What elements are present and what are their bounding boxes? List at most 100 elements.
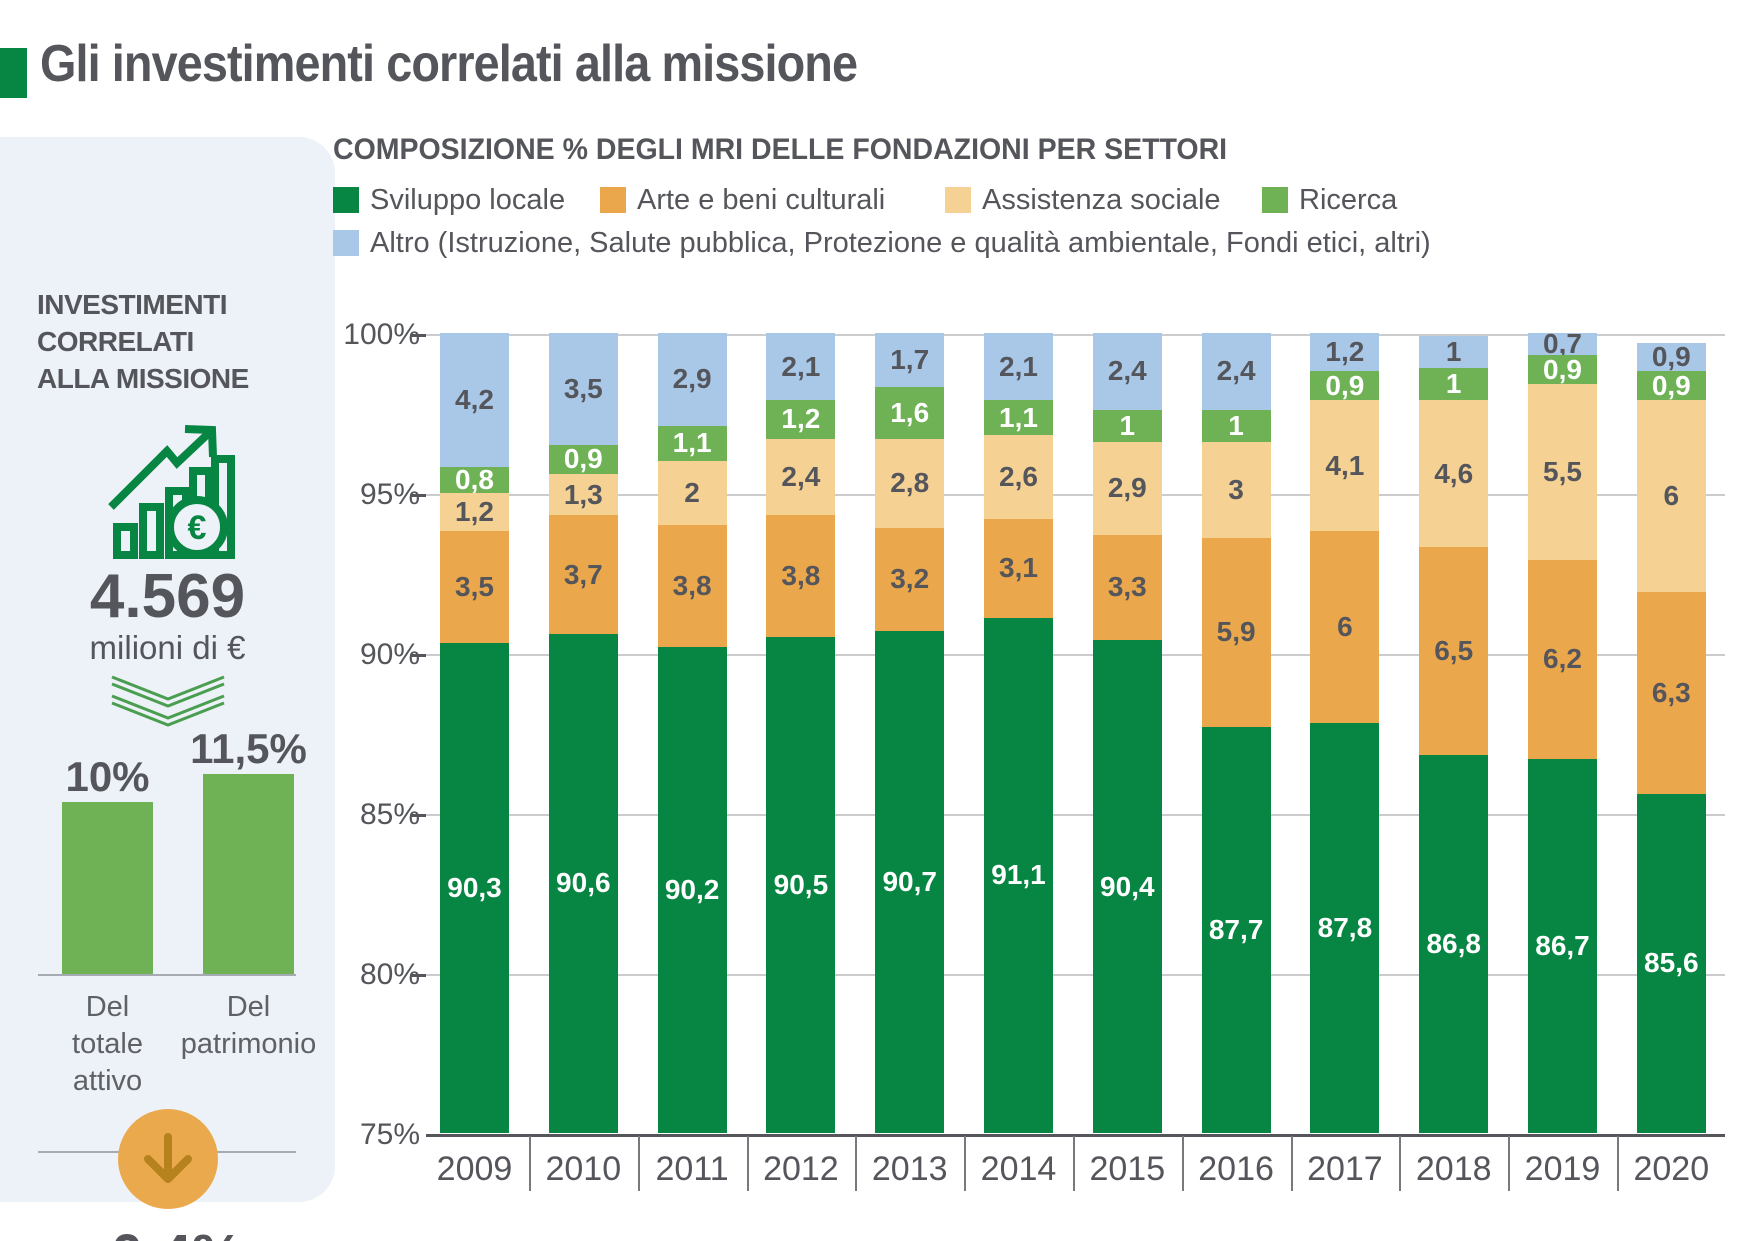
bar-segment-2017-Assistenza sociale: 4,1 <box>1310 400 1380 532</box>
x-axis-separator <box>1616 1136 1619 1191</box>
bar-segment-2015-Altro (Istruzione, Salute pubblica, Protezione e qualità ambientale, Fondi etici, altri): 2,4 <box>1092 333 1162 410</box>
legend-item-altro: Altro (Istruzione, Salute pubblica, Prot… <box>333 227 1431 259</box>
bar-segment-2013-Assistenza sociale: 2,8 <box>875 438 945 529</box>
x-axis-label-2019: 2019 <box>1524 1150 1601 1188</box>
bar-segment-value: 87,7 <box>1208 913 1264 945</box>
legend-item-ricerca: Ricerca <box>1262 184 1397 216</box>
arrow-down-icon <box>144 1133 192 1183</box>
bar-segment-value: 6,2 <box>1543 643 1582 675</box>
mini-bar-value-patrimonio: 11,5% <box>190 725 307 772</box>
bar-segment-value: 1,2 <box>455 496 494 528</box>
page-title: Gli investimenti correlati alla missione <box>40 35 858 93</box>
bar-segment-value: 3,2 <box>890 563 930 595</box>
x-axis-label-2011: 2011 <box>655 1150 729 1188</box>
bar-segment-2020-Assistenza sociale: 6 <box>1636 400 1706 593</box>
bar-segment-2018-Assistenza sociale: 4,6 <box>1419 400 1489 548</box>
y-tick-80 <box>412 974 426 977</box>
bar-segment-2014-Assistenza sociale: 2,6 <box>984 435 1053 519</box>
bar-segment-value: 3,8 <box>781 560 821 592</box>
sidebar-heading-line: CORRELATI <box>37 325 194 357</box>
bar-segment-2016-Arte e beni culturali: 5,9 <box>1201 537 1271 727</box>
delta-value: -0,4% <box>0 1222 335 1241</box>
y-tick-100 <box>412 334 426 337</box>
x-axis-label-2013: 2013 <box>871 1150 948 1188</box>
bar-segment-value: 90,4 <box>1100 870 1155 902</box>
bar-segment-value: 3,5 <box>455 571 494 603</box>
bar-segment-2013-Altro (Istruzione, Salute pubblica, Protezione e qualità ambientale, Fondi etici, altri): 1,7 <box>875 333 945 388</box>
bar-segment-2019-Arte e beni culturali: 6,2 <box>1528 560 1597 759</box>
x-axis-separator <box>964 1136 967 1191</box>
bar-segment-value: 0,9 <box>1651 369 1691 401</box>
bar-2012: 2,1 1,2 2,4 3,8 90,5 <box>766 333 836 1133</box>
bar-segment-2019-Ricerca: 0,9 <box>1528 353 1597 385</box>
bar-segment-value: 2,4 <box>1107 355 1147 387</box>
bar-segment-value: 1,1 <box>672 427 712 459</box>
bar-segment-value: 2,4 <box>781 460 821 492</box>
bar-segment-2010-Arte e beni culturali: 3,7 <box>548 515 618 634</box>
bar-segment-value: 1,7 <box>890 344 930 376</box>
x-axis-label-2016: 2016 <box>1198 1150 1274 1188</box>
bar-2017: 1,2 0,9 4,1 6 87,8 <box>1310 333 1380 1133</box>
x-axis-label-2018: 2018 <box>1415 1150 1492 1188</box>
legend-label: Ricerca <box>1299 183 1398 216</box>
bar-segment-value: 4,6 <box>1434 457 1474 489</box>
bar-segment-value: 1,1 <box>999 401 1038 433</box>
bar-segment-value: 86,8 <box>1426 928 1481 960</box>
legend-label: Sviluppo locale <box>370 183 566 216</box>
bar-2009: 4,2 0,8 1,2 3,5 90,3 <box>440 333 509 1133</box>
bar-segment-2020-Altro (Istruzione, Salute pubblica, Protezione e qualità ambientale, Fondi etici, altri): 0,9 <box>1636 342 1706 372</box>
bar-segment-value: 1 <box>1228 409 1244 441</box>
legend-label: Altro (Istruzione, Salute pubblica, Prot… <box>370 226 1431 259</box>
bar-segment-value: 90,6 <box>556 867 611 899</box>
sidebar-heading-line: INVESTIMENTI <box>37 289 228 320</box>
bar-segment-2010-Sviluppo locale: 90,6 <box>548 633 618 1133</box>
bar-segment-value: 3,1 <box>999 552 1038 584</box>
bar-segment-value: 4,2 <box>455 384 494 416</box>
bar-segment-value: 0,9 <box>1543 353 1582 385</box>
mini-bar-value-totale-attivo: 10% <box>65 753 150 800</box>
bar-2013: 1,7 1,6 2,8 3,2 90,7 <box>875 333 945 1133</box>
bar-segment-2020-Ricerca: 0,9 <box>1636 369 1706 401</box>
bar-segment-value: 2,9 <box>672 363 712 395</box>
gridline-85 <box>426 814 1725 816</box>
bar-segment-2014-Altro (Istruzione, Salute pubblica, Protezione e qualità ambientale, Fondi etici, altri): 2,1 <box>984 333 1053 401</box>
bar-segment-2014-Sviluppo locale: 91,1 <box>984 617 1053 1133</box>
bar-segment-2011-Altro (Istruzione, Salute pubblica, Protezione e qualità ambientale, Fondi etici, altri): 2,9 <box>657 333 727 426</box>
bar-segment-value: 6,3 <box>1651 676 1691 708</box>
bar-segment-value: 1,3 <box>563 478 603 510</box>
bar-segment-value: 6,5 <box>1434 635 1474 667</box>
bar-segment-2010-Ricerca: 0,9 <box>548 445 618 474</box>
legend-swatch-icon <box>333 230 359 256</box>
bar-segment-value: 3,8 <box>672 569 712 601</box>
bar-segment-2013-Ricerca: 1,6 <box>875 387 945 439</box>
x-axis-separator <box>855 1136 858 1191</box>
bar-segment-2012-Sviluppo locale: 90,5 <box>766 636 836 1133</box>
bar-segment-2015-Sviluppo locale: 90,4 <box>1092 640 1162 1133</box>
x-axis-label-2014: 2014 <box>980 1150 1057 1188</box>
bar-segment-value: 2,4 <box>1216 355 1256 387</box>
legend-label: Assistenza sociale <box>982 183 1221 216</box>
bar-segment-2017-Ricerca: 0,9 <box>1310 371 1380 401</box>
y-axis-label-100: 100% <box>343 318 420 351</box>
sidebar-heading: INVESTIMENTI CORRELATI ALLA MISSIONE <box>37 287 249 398</box>
x-axis-separator <box>746 1136 749 1191</box>
mini-bar-patrimonio <box>203 774 294 974</box>
x-axis-label-2020: 2020 <box>1633 1150 1710 1188</box>
bar-segment-value: 6 <box>1337 611 1353 643</box>
bar-segment-value: 2,1 <box>781 350 821 382</box>
bar-segment-value: 1,2 <box>781 403 821 435</box>
mri-total-value: 4.569 <box>89 562 246 631</box>
bar-segment-value: 90,3 <box>447 872 502 904</box>
bar-segment-value: 5,5 <box>1543 456 1582 488</box>
bar-segment-value: 90,7 <box>882 865 937 897</box>
bar-segment-value: 3,5 <box>563 373 603 404</box>
bar-segment-2016-Sviluppo locale: 87,7 <box>1201 726 1271 1133</box>
sidebar-panel: INVESTIMENTI CORRELATI ALLA MISSIONE € 4… <box>0 137 335 1241</box>
bar-segment-2012-Assistenza sociale: 2,4 <box>766 438 836 516</box>
bar-segment-2009-Sviluppo locale: 90,3 <box>440 643 509 1133</box>
bar-2020: 0,9 0,9 6 6,3 85,6 <box>1636 342 1706 1133</box>
bar-segment-2018-Altro (Istruzione, Salute pubblica, Protezione e qualità ambientale, Fondi etici, altri): 1 <box>1419 336 1489 369</box>
bar-segment-2017-Sviluppo locale: 87,8 <box>1310 723 1380 1133</box>
x-axis-label-2009: 2009 <box>436 1150 513 1188</box>
bar-segment-value: 2,6 <box>999 460 1038 492</box>
